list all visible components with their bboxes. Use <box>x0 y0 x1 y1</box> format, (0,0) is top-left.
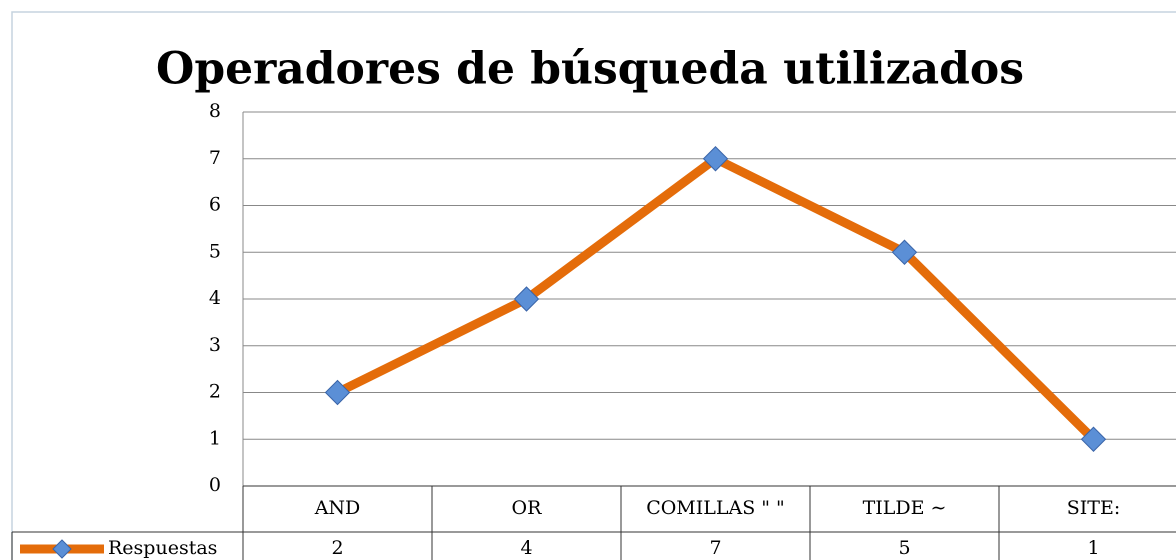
table-value: 5 <box>898 537 910 559</box>
marker <box>891 239 918 265</box>
marker <box>513 286 540 312</box>
legend-marker <box>52 539 72 559</box>
y-tick-label: 6 <box>209 194 221 216</box>
x-tick-label: OR <box>512 497 543 519</box>
x-tick-label: AND <box>314 497 361 519</box>
table-value: 7 <box>709 537 721 559</box>
y-tick-label: 3 <box>209 334 221 356</box>
marker <box>324 379 351 406</box>
y-tick-label: 1 <box>209 427 221 449</box>
marker <box>1080 426 1107 452</box>
x-tick-label: COMILLAS " " <box>646 497 785 519</box>
x-tick-label: TILDE ∼ <box>863 497 947 519</box>
y-tick-label: 4 <box>209 287 221 309</box>
legend-label: Respuestas <box>108 537 217 559</box>
table-value: 2 <box>331 537 343 559</box>
y-tick-label: 5 <box>209 240 221 262</box>
marker <box>702 146 729 172</box>
chart-title: Operadores de búsqueda utilizados <box>156 44 1024 95</box>
table-value: 4 <box>520 537 532 559</box>
y-tick-label: 7 <box>209 147 221 169</box>
x-tick-label: SITE: <box>1067 497 1120 519</box>
y-tick-label: 0 <box>209 474 221 496</box>
chart-frame <box>11 11 1176 560</box>
table-value: 1 <box>1087 537 1099 559</box>
y-tick-label: 2 <box>209 381 221 403</box>
y-tick-label: 8 <box>209 100 221 122</box>
